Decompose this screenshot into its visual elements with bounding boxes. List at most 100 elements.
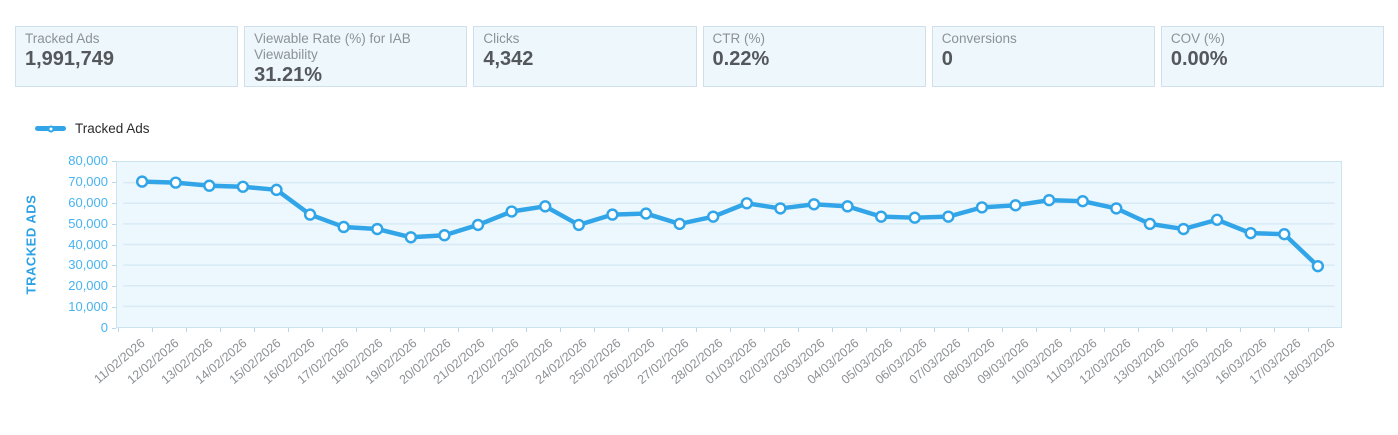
kpi-label: Tracked Ads <box>25 31 100 46</box>
data-point[interactable] <box>841 200 854 213</box>
x-axis-tick <box>254 328 255 332</box>
x-axis-tick <box>390 328 391 332</box>
kpi-card-tracked-ads: Tracked Ads 1,991,749 <box>15 26 239 87</box>
data-point[interactable] <box>707 210 720 223</box>
data-point[interactable] <box>371 222 384 236</box>
data-point[interactable] <box>1278 228 1291 241</box>
x-axis-tick <box>1002 328 1003 332</box>
x-axis-tick <box>968 328 969 332</box>
x-axis-tick <box>1104 328 1105 332</box>
data-point[interactable] <box>539 200 552 213</box>
data-point[interactable] <box>1009 199 1022 212</box>
y-axis-title: TRACKED ADS <box>23 194 39 295</box>
data-point[interactable] <box>303 208 317 221</box>
data-point[interactable] <box>1311 259 1325 273</box>
y-tick-label: 40,000 <box>68 236 108 252</box>
data-point[interactable] <box>438 229 451 242</box>
x-axis-tick <box>696 328 697 332</box>
y-axis-tick <box>112 161 116 162</box>
data-point[interactable] <box>169 176 182 189</box>
kpi-value: 31.21% <box>254 64 323 86</box>
y-tick-label: 50,000 <box>68 215 108 231</box>
data-point[interactable] <box>1076 195 1089 208</box>
x-axis-tick <box>220 328 221 332</box>
data-point[interactable] <box>1210 213 1224 226</box>
kpi-value: 0.00% <box>1170 48 1228 70</box>
data-point[interactable] <box>236 180 250 193</box>
x-axis-tick <box>152 328 153 332</box>
x-axis-tick <box>288 328 289 332</box>
kpi-label: Conversions <box>941 31 1017 46</box>
legend-item-tracked-ads[interactable]: Tracked Ads <box>35 121 150 136</box>
x-axis-tick <box>424 328 425 332</box>
data-point[interactable] <box>270 183 283 197</box>
kpi-label: Clicks <box>483 31 520 46</box>
x-axis-tick <box>866 328 867 332</box>
x-axis-tick <box>526 328 527 332</box>
x-axis-tick <box>764 328 765 332</box>
x-axis-tick <box>1070 328 1071 332</box>
x-axis-tick <box>356 328 357 332</box>
y-axis-tick <box>112 328 116 329</box>
kpi-value: 1,991,749 <box>25 48 114 70</box>
data-point[interactable] <box>404 231 418 244</box>
data-point[interactable] <box>572 218 585 232</box>
y-tick-label: 20,000 <box>68 278 108 294</box>
y-axis-tick <box>112 307 116 309</box>
y-axis-tick <box>112 265 116 267</box>
line-series-marker-icon <box>35 125 66 132</box>
x-axis-tick <box>1274 328 1275 332</box>
data-point[interactable] <box>505 205 518 218</box>
data-point[interactable] <box>673 217 686 231</box>
x-axis-tick <box>934 328 935 332</box>
x-axis-tick <box>560 328 561 332</box>
y-tick-label: 0 <box>100 320 108 335</box>
data-point[interactable] <box>1110 202 1123 215</box>
data-point[interactable] <box>975 201 989 214</box>
data-point[interactable] <box>740 197 753 210</box>
data-point[interactable] <box>942 210 955 223</box>
data-point[interactable] <box>471 218 485 232</box>
data-point[interactable] <box>639 207 653 220</box>
data-point[interactable] <box>606 208 619 221</box>
plot-area <box>116 161 1342 328</box>
data-point[interactable] <box>774 202 787 215</box>
kpi-value: 4,342 <box>483 48 534 70</box>
data-point[interactable] <box>337 220 350 234</box>
kpi-label: Viewable Rate (%) for IAB Viewability <box>254 31 411 62</box>
y-axis-tick <box>112 244 116 246</box>
x-axis-tick <box>1036 328 1037 332</box>
x-axis-tick <box>730 328 731 332</box>
kpi-card-ctr: CTR (%) 0.22% <box>702 26 926 87</box>
x-axis-tick <box>1172 328 1173 332</box>
data-point[interactable] <box>1244 226 1257 240</box>
x-axis-tick <box>492 328 493 332</box>
kpi-card-conversions: Conversions 0 <box>931 26 1155 87</box>
data-point[interactable] <box>807 198 821 211</box>
data-point[interactable] <box>135 175 149 188</box>
data-point[interactable] <box>1042 193 1056 207</box>
data-point[interactable] <box>1177 222 1190 236</box>
kpi-value: 0 <box>941 48 953 70</box>
kpi-value: 0.22% <box>712 48 770 70</box>
x-axis-tick <box>118 328 119 332</box>
x-axis-tick <box>662 328 663 332</box>
data-point[interactable] <box>908 211 921 224</box>
x-axis-tick <box>186 328 187 332</box>
y-tick-label: 70,000 <box>68 173 108 189</box>
kpi-card-cov: COV (%) 0.00% <box>1160 26 1385 87</box>
kpi-card-clicks: Clicks 4,342 <box>473 26 697 87</box>
data-point[interactable] <box>874 210 888 223</box>
x-axis-tick <box>322 328 323 332</box>
data-point[interactable] <box>203 179 216 192</box>
x-axis-tick <box>628 328 629 332</box>
data-point[interactable] <box>1143 217 1157 231</box>
y-axis-tick <box>112 286 116 288</box>
x-axis-tick <box>900 328 901 332</box>
y-tick-label: 10,000 <box>68 299 108 315</box>
y-axis-tick <box>112 202 116 204</box>
kpi-label: CTR (%) <box>712 31 766 46</box>
x-axis-tick <box>458 328 459 332</box>
y-tick-label: 80,000 <box>68 153 108 168</box>
x-axis-tick <box>1308 328 1309 332</box>
